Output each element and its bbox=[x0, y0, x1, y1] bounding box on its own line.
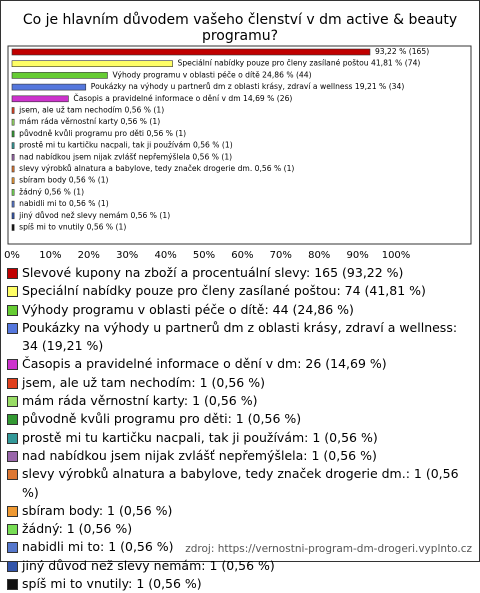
bar bbox=[11, 177, 15, 184]
legend-label: prostě mi tu kartičku nacpali, tak ji po… bbox=[22, 429, 378, 445]
legend-label: Speciální nabídky pouze pro členy zasíla… bbox=[22, 283, 426, 299]
value-label: Speciální nabídky pouze pro členy zasíla… bbox=[178, 59, 421, 68]
legend-label: nad nabídkou jsem nijak zvlášť nepřemýšl… bbox=[22, 447, 377, 463]
legend-label: nabidli mi to: 1 (0,56 %) bbox=[22, 539, 174, 555]
bar bbox=[11, 60, 173, 68]
bar bbox=[11, 107, 15, 114]
legend-swatch bbox=[7, 469, 18, 481]
x-tick-label: 50% bbox=[193, 250, 215, 261]
legend-swatch bbox=[7, 505, 18, 517]
legend-swatch bbox=[7, 268, 18, 279]
value-label: sbíram body 0,56 % (1) bbox=[19, 176, 108, 185]
legend-swatch bbox=[7, 359, 18, 371]
bar bbox=[11, 95, 69, 103]
value-label: spíš mi to vnutily 0,56 % (1) bbox=[19, 223, 126, 232]
legend-item: žádný: 1 (0,56 %) bbox=[7, 520, 471, 538]
value-label: Časopis a pravidelné informace o dění v … bbox=[73, 94, 292, 103]
value-label: jsem, ale už tam nechodím 0,56 % (1) bbox=[18, 106, 164, 115]
value-label: Poukázky na výhody u partnerů dm z oblas… bbox=[91, 82, 405, 91]
legend-label: Poukázky na výhody u partnerů dm z oblas… bbox=[22, 319, 458, 354]
legend-swatch bbox=[7, 450, 18, 462]
title-line: Co je hlavním důvodem vašeho členství v … bbox=[23, 12, 457, 28]
bar bbox=[11, 224, 15, 231]
x-tick-label: 20% bbox=[78, 250, 100, 261]
legend-item: Časopis a pravidelné informace o dění v … bbox=[7, 355, 471, 373]
legend-label: sbíram body: 1 (0,56 %) bbox=[22, 502, 173, 518]
legend-item: jiný důvod než slevy nemám: 1 (0,56 %) bbox=[7, 557, 471, 575]
x-tick-label: 0% bbox=[4, 250, 20, 261]
value-label: žádný 0,56 % (1) bbox=[19, 187, 84, 196]
bar bbox=[11, 142, 15, 149]
value-label: 93,22 % (165) bbox=[375, 47, 429, 56]
legend-swatch bbox=[7, 414, 18, 426]
legend-item: Výhody programu v oblasti péče o dítě: 4… bbox=[7, 301, 471, 319]
legend-item: prostě mi tu kartičku nacpali, tak ji po… bbox=[7, 429, 471, 447]
legend-swatch bbox=[7, 286, 18, 298]
bar bbox=[11, 154, 15, 161]
legend-swatch bbox=[7, 579, 18, 591]
legend-item: sbíram body: 1 (0,56 %) bbox=[7, 502, 471, 520]
bar bbox=[11, 200, 15, 208]
legend-item: nad nabídkou jsem nijak zvlášť nepřemýšl… bbox=[7, 447, 471, 465]
bar bbox=[11, 118, 15, 126]
bar bbox=[11, 165, 15, 173]
bar bbox=[11, 130, 15, 138]
legend-label: jsem, ale už tam nechodím: 1 (0,56 %) bbox=[22, 374, 265, 390]
legend-swatch bbox=[7, 304, 18, 316]
legend-swatch bbox=[7, 322, 18, 334]
value-label: nad nabídkou jsem nijak zvlášť nepřemýšl… bbox=[19, 152, 232, 161]
legend-label: mám ráda věrnostní karty: 1 (0,56 %) bbox=[22, 393, 258, 409]
legend: Slevové kupony na zboží a procentuální s… bbox=[7, 264, 471, 593]
legend-item: Poukázky na výhody u partnerů dm z oblas… bbox=[7, 319, 471, 356]
x-tick-label: 40% bbox=[154, 250, 176, 261]
chart-title: Co je hlavním důvodem vašeho členství v … bbox=[23, 12, 457, 44]
legend-item: slevy výrobků alnatura a babylove, tedy … bbox=[7, 465, 471, 502]
value-label: mám ráda věrnostní karty 0,56 % (1) bbox=[19, 117, 160, 126]
value-label: Výhody programu v oblasti péče o dítě 24… bbox=[112, 70, 311, 79]
source: zdroj: https://vernostni-program-dm-drog… bbox=[185, 543, 472, 555]
legend-item: Slevové kupony na zboží a procentuální s… bbox=[7, 264, 471, 282]
bar bbox=[11, 189, 15, 196]
value-label: nabidli mi to 0,56 % (1) bbox=[19, 199, 109, 208]
bar bbox=[11, 48, 371, 56]
legend-swatch bbox=[7, 524, 18, 536]
x-tick-label: 30% bbox=[116, 250, 138, 261]
x-tick-label: 60% bbox=[231, 250, 253, 261]
legend-item: původně kvůli programu pro děti: 1 (0,56… bbox=[7, 410, 471, 428]
bar bbox=[11, 212, 15, 220]
value-label: slevy výrobků alnatura a babylove, tedy … bbox=[19, 164, 294, 173]
legend-label: žádný: 1 (0,56 %) bbox=[22, 521, 133, 537]
x-tick-label: 90% bbox=[346, 250, 368, 261]
value-label: původně kvůli programu pro děti 0,56 % (… bbox=[19, 129, 186, 138]
legend-swatch bbox=[7, 377, 18, 389]
legend-label: slevy výrobků alnatura a babylove, tedy … bbox=[22, 466, 459, 500]
title-line: programu? bbox=[202, 28, 278, 44]
legend-label: spíš mi to vnutily: 1 (0,56 %) bbox=[22, 576, 202, 592]
x-tick-label: 10% bbox=[39, 250, 61, 261]
legend-label: Slevové kupony na zboží a procentuální s… bbox=[22, 265, 404, 280]
x-tick-label: 70% bbox=[270, 250, 292, 261]
value-label: jiný důvod než slevy nemám 0,56 % (1) bbox=[18, 211, 170, 220]
legend-item: spíš mi to vnutily: 1 (0,56 %) bbox=[7, 575, 471, 593]
legend-swatch bbox=[7, 432, 18, 444]
legend-item: nabidli mi to: 1 (0,56 %) bbox=[7, 538, 471, 556]
x-tick-label: 100% bbox=[382, 250, 411, 261]
legend-swatch bbox=[7, 396, 18, 408]
legend-label: původně kvůli programu pro děti: 1 (0,56… bbox=[22, 411, 302, 427]
legend-item: mám ráda věrnostní karty: 1 (0,56 %) bbox=[7, 392, 471, 410]
value-label: prostě mi tu kartičku nacpali, tak ji po… bbox=[19, 141, 233, 150]
chart: Co je hlavním důvodem vašeho členství v … bbox=[4, 12, 472, 261]
legend-label: Časopis a pravidelné informace o dění v … bbox=[22, 356, 387, 372]
legend-swatch bbox=[7, 542, 18, 554]
legend-swatch bbox=[7, 560, 18, 572]
plot-box bbox=[7, 45, 472, 245]
legend-label: jiný důvod než slevy nemám: 1 (0,56 %) bbox=[22, 557, 275, 573]
x-tick-label: 80% bbox=[308, 250, 330, 261]
legend-label: Výhody programu v oblasti péče o dítě: 4… bbox=[22, 301, 354, 317]
bar bbox=[11, 83, 87, 91]
legend-item: jsem, ale už tam nechodím: 1 (0,56 %) bbox=[7, 374, 471, 392]
bar bbox=[11, 72, 108, 79]
legend-item: Speciální nabídky pouze pro členy zasíla… bbox=[7, 282, 471, 300]
